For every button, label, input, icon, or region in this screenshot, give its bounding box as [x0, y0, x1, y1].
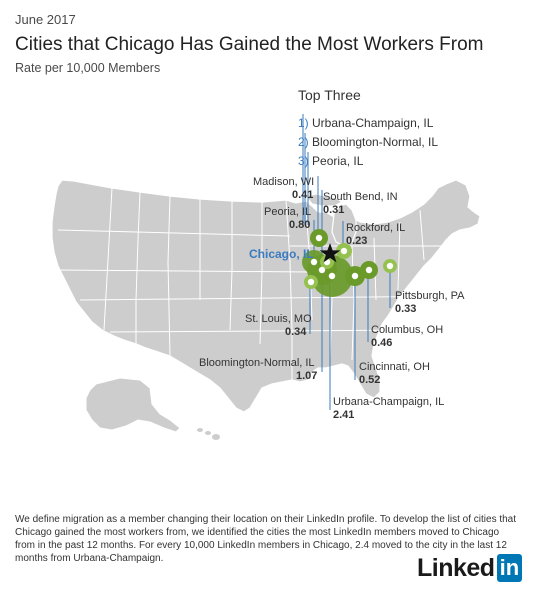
value-pittsburgh: 0.33 — [395, 303, 416, 315]
label-bloomington: Bloomington-Normal, IL — [199, 357, 315, 369]
value-st-louis: 0.34 — [285, 326, 307, 338]
label-st-louis: St. Louis, MO — [245, 313, 312, 325]
label-peoria: Peoria, IL — [264, 206, 311, 218]
logo-text: Linked — [417, 553, 495, 582]
label-madison: Madison, WI — [253, 176, 314, 188]
value-columbus: 0.46 — [371, 337, 392, 349]
chart-subtitle: Rate per 10,000 Members — [15, 61, 161, 75]
date-label: June 2017 — [15, 12, 76, 27]
chicago-star-icon — [319, 243, 341, 263]
michigan-upper — [304, 193, 344, 207]
logo-box: in — [496, 554, 523, 582]
chart-title: Cities that Chicago Has Gained the Most … — [15, 34, 484, 55]
top-three-name: Urbana-Champaign, IL — [312, 116, 434, 130]
hawaii — [197, 428, 220, 440]
linkedin-logo: Linked in — [417, 553, 523, 583]
footer-note: We define migration as a member changing… — [15, 514, 517, 564]
alaska — [85, 377, 181, 433]
value-urbana: 2.41 — [333, 409, 354, 421]
top-three-name: Peoria, IL — [312, 154, 364, 168]
label-rockford: Rockford, IL — [346, 222, 405, 234]
us-map: Chicago, IL Madison, WI 0.41 South Bend,… — [51, 114, 481, 440]
value-south-bend: 0.31 — [323, 204, 344, 216]
label-south-bend: South Bend, IN — [323, 191, 398, 203]
label-cincinnati: Cincinnati, OH — [359, 361, 430, 373]
top-three-name: Bloomington-Normal, IL — [312, 135, 439, 149]
label-chicago: Chicago, IL — [249, 247, 314, 261]
value-bloomington: 1.07 — [296, 370, 317, 382]
michigan-peninsula — [331, 203, 357, 247]
value-cincinnati: 0.52 — [359, 374, 380, 386]
top-three-heading: Top Three — [298, 87, 361, 103]
value-rockford: 0.23 — [346, 235, 367, 247]
bubble-centers — [307, 234, 394, 286]
leader-lines — [302, 114, 391, 410]
label-pittsburgh: Pittsburgh, PA — [395, 290, 465, 302]
value-madison: 0.41 — [292, 189, 313, 201]
value-peoria: 0.80 — [289, 219, 310, 231]
label-columbus: Columbus, OH — [371, 324, 443, 336]
label-urbana: Urbana-Champaign, IL — [333, 396, 444, 408]
